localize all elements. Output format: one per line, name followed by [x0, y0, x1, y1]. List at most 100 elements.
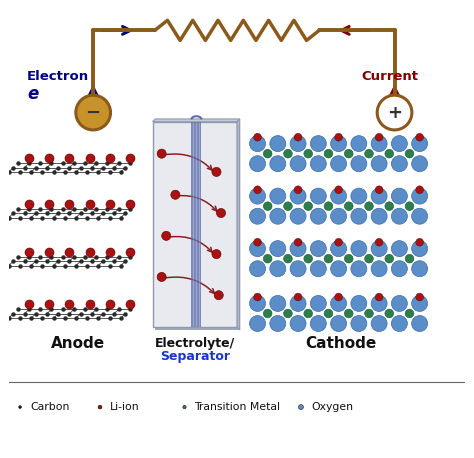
Circle shape	[345, 309, 353, 318]
Text: Anode: Anode	[51, 336, 105, 351]
Circle shape	[392, 240, 407, 256]
Circle shape	[324, 202, 333, 211]
Circle shape	[283, 202, 292, 211]
Circle shape	[405, 149, 414, 158]
Circle shape	[324, 309, 333, 318]
Text: Transition Metal: Transition Metal	[194, 402, 281, 412]
Circle shape	[310, 240, 326, 256]
Circle shape	[385, 309, 393, 318]
Circle shape	[335, 133, 343, 141]
Circle shape	[294, 238, 302, 246]
Circle shape	[371, 208, 387, 224]
Circle shape	[212, 167, 221, 176]
Circle shape	[76, 95, 110, 130]
Circle shape	[304, 254, 312, 263]
Circle shape	[385, 149, 393, 158]
Bar	[199, 122, 200, 327]
Circle shape	[270, 261, 286, 277]
Circle shape	[290, 240, 306, 256]
Circle shape	[270, 136, 286, 152]
Circle shape	[375, 186, 383, 194]
Circle shape	[214, 291, 223, 300]
Circle shape	[416, 186, 424, 194]
Text: Cathode: Cathode	[305, 336, 376, 351]
Circle shape	[283, 149, 292, 158]
FancyBboxPatch shape	[153, 122, 237, 327]
Bar	[193, 122, 194, 327]
Circle shape	[345, 149, 353, 158]
Circle shape	[310, 156, 326, 172]
Circle shape	[411, 208, 428, 224]
Circle shape	[365, 149, 374, 158]
Circle shape	[351, 295, 367, 311]
Circle shape	[290, 156, 306, 172]
Circle shape	[249, 240, 265, 256]
Circle shape	[310, 261, 326, 277]
Circle shape	[411, 240, 428, 256]
Circle shape	[264, 202, 272, 211]
Circle shape	[351, 188, 367, 204]
Circle shape	[270, 316, 286, 332]
FancyBboxPatch shape	[155, 125, 240, 330]
Text: Separator: Separator	[160, 350, 230, 363]
Circle shape	[375, 238, 383, 246]
Bar	[197, 122, 199, 327]
Circle shape	[351, 261, 367, 277]
Polygon shape	[237, 119, 240, 330]
Circle shape	[351, 316, 367, 332]
Circle shape	[405, 254, 414, 263]
Circle shape	[416, 133, 424, 141]
Bar	[194, 122, 196, 327]
Circle shape	[371, 261, 387, 277]
Circle shape	[371, 240, 387, 256]
Circle shape	[270, 208, 286, 224]
Text: Electron: Electron	[27, 70, 89, 82]
Circle shape	[249, 188, 265, 204]
Text: Oxygen: Oxygen	[311, 402, 353, 412]
Text: Carbon: Carbon	[30, 402, 70, 412]
Circle shape	[371, 188, 387, 204]
Circle shape	[283, 254, 292, 263]
Circle shape	[335, 186, 343, 194]
Circle shape	[162, 231, 171, 240]
Bar	[196, 122, 197, 327]
Circle shape	[411, 156, 428, 172]
Circle shape	[392, 316, 407, 332]
Circle shape	[157, 273, 166, 282]
Text: Li-ion: Li-ion	[110, 402, 140, 412]
Circle shape	[411, 316, 428, 332]
Circle shape	[335, 293, 343, 301]
Bar	[191, 122, 193, 327]
Circle shape	[310, 136, 326, 152]
Circle shape	[249, 295, 265, 311]
Circle shape	[249, 261, 265, 277]
Circle shape	[294, 293, 302, 301]
Circle shape	[330, 240, 346, 256]
Circle shape	[19, 406, 21, 409]
Circle shape	[254, 186, 262, 194]
Circle shape	[351, 156, 367, 172]
Circle shape	[371, 156, 387, 172]
Circle shape	[270, 240, 286, 256]
Circle shape	[212, 250, 221, 259]
Circle shape	[392, 208, 407, 224]
Circle shape	[392, 188, 407, 204]
Circle shape	[375, 293, 383, 301]
Circle shape	[351, 136, 367, 152]
Text: Electrolyte/: Electrolyte/	[155, 337, 235, 349]
Circle shape	[98, 405, 102, 409]
Circle shape	[330, 156, 346, 172]
Circle shape	[392, 261, 407, 277]
Circle shape	[365, 202, 374, 211]
Circle shape	[385, 202, 393, 211]
Circle shape	[324, 254, 333, 263]
Polygon shape	[153, 119, 240, 122]
Circle shape	[294, 186, 302, 194]
Circle shape	[345, 254, 353, 263]
Bar	[200, 122, 201, 327]
Circle shape	[217, 208, 226, 218]
Circle shape	[270, 295, 286, 311]
Circle shape	[283, 309, 292, 318]
Circle shape	[304, 309, 312, 318]
Circle shape	[254, 293, 262, 301]
